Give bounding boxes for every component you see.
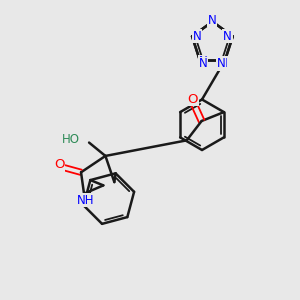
Text: HO: HO [61, 133, 80, 146]
Text: N: N [193, 30, 202, 43]
Text: N: N [222, 30, 231, 43]
Text: N: N [224, 30, 233, 43]
Text: N: N [192, 30, 201, 43]
Text: N: N [217, 57, 226, 70]
Text: N: N [208, 14, 217, 27]
Text: N: N [219, 57, 228, 70]
Text: N: N [199, 57, 208, 70]
Text: N: N [198, 55, 207, 68]
Text: NH: NH [77, 194, 94, 207]
Text: O: O [188, 93, 198, 106]
Text: O: O [54, 158, 64, 171]
